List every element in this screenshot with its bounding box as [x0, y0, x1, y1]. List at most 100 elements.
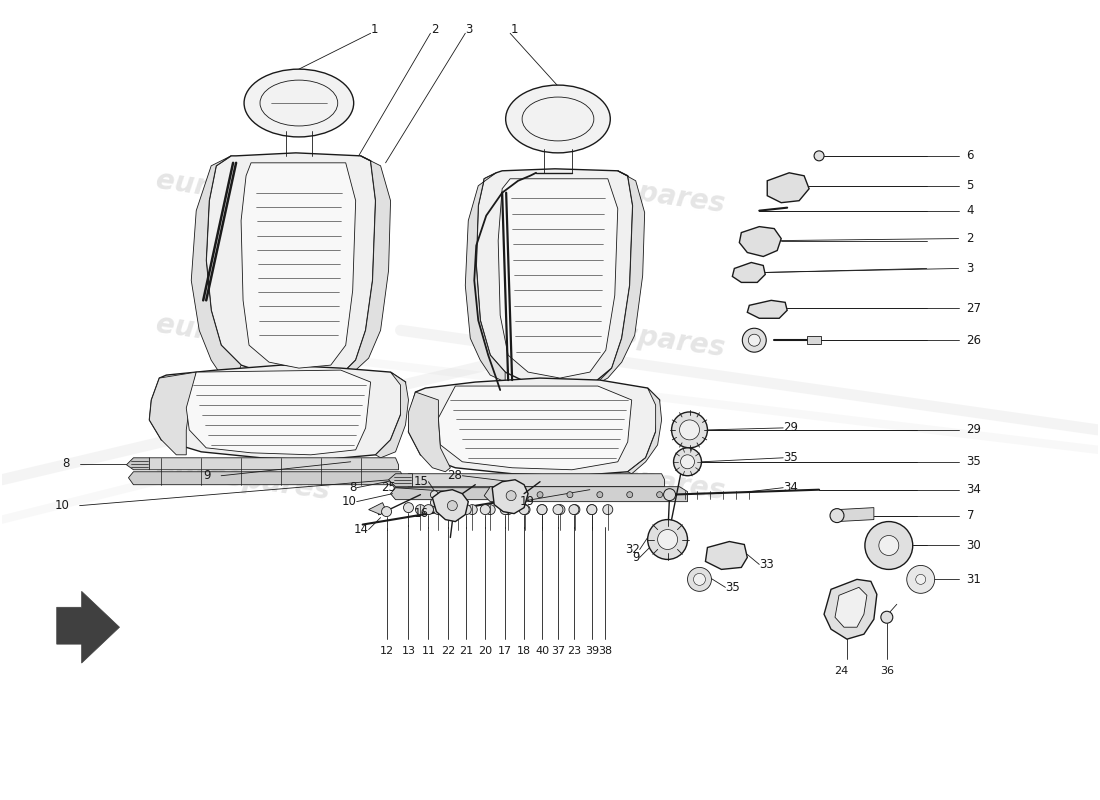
- Text: 9: 9: [204, 470, 211, 482]
- Text: 36: 36: [880, 666, 894, 676]
- Polygon shape: [767, 173, 810, 202]
- Circle shape: [915, 574, 926, 584]
- Polygon shape: [150, 372, 196, 455]
- Polygon shape: [144, 458, 398, 470]
- Polygon shape: [206, 153, 375, 380]
- Text: 34: 34: [783, 481, 799, 494]
- Text: 22: 22: [441, 646, 455, 656]
- Circle shape: [424, 505, 433, 514]
- Polygon shape: [835, 587, 867, 627]
- Text: 26: 26: [967, 334, 981, 346]
- Text: 17: 17: [498, 646, 513, 656]
- Polygon shape: [465, 173, 505, 382]
- Ellipse shape: [506, 85, 610, 153]
- Text: 35: 35: [725, 581, 740, 594]
- Text: 35: 35: [783, 451, 798, 464]
- Polygon shape: [733, 262, 766, 282]
- Text: 3: 3: [465, 22, 473, 36]
- Text: 23: 23: [566, 646, 581, 656]
- Polygon shape: [628, 388, 661, 474]
- Text: 28: 28: [448, 470, 462, 482]
- Text: 7: 7: [967, 509, 974, 522]
- Polygon shape: [498, 178, 618, 378]
- Circle shape: [553, 505, 563, 514]
- Polygon shape: [375, 372, 408, 458]
- Polygon shape: [57, 591, 120, 663]
- Text: 31: 31: [967, 573, 981, 586]
- Circle shape: [404, 502, 414, 513]
- Polygon shape: [408, 392, 450, 472]
- Text: 14: 14: [353, 523, 369, 536]
- Circle shape: [587, 505, 597, 514]
- Polygon shape: [408, 378, 660, 476]
- Circle shape: [865, 522, 913, 570]
- Ellipse shape: [244, 69, 354, 137]
- Circle shape: [443, 505, 453, 514]
- Text: eurospares: eurospares: [549, 310, 726, 362]
- Polygon shape: [368, 502, 386, 514]
- Circle shape: [672, 412, 707, 448]
- Text: 10: 10: [342, 495, 356, 508]
- Polygon shape: [432, 490, 469, 522]
- Circle shape: [748, 334, 760, 346]
- Text: 15: 15: [414, 475, 428, 488]
- Circle shape: [566, 492, 573, 498]
- Circle shape: [570, 505, 580, 514]
- Polygon shape: [595, 170, 645, 385]
- Text: 12: 12: [379, 646, 394, 656]
- Circle shape: [569, 505, 579, 514]
- Polygon shape: [747, 300, 788, 318]
- Text: 29: 29: [967, 423, 981, 436]
- Text: 34: 34: [967, 483, 981, 496]
- Circle shape: [485, 505, 495, 514]
- Text: eurospares: eurospares: [154, 310, 332, 362]
- Text: 13: 13: [402, 646, 416, 656]
- Polygon shape: [129, 472, 404, 485]
- Text: 16: 16: [414, 507, 428, 520]
- Text: 2: 2: [431, 22, 438, 36]
- Polygon shape: [404, 474, 664, 486]
- Text: 39: 39: [585, 646, 598, 656]
- Text: 27: 27: [967, 302, 981, 315]
- Polygon shape: [705, 542, 747, 570]
- Circle shape: [603, 505, 613, 514]
- Text: 9: 9: [632, 551, 640, 564]
- Text: 1: 1: [371, 22, 378, 36]
- Text: 10: 10: [55, 499, 69, 512]
- Polygon shape: [191, 156, 241, 380]
- Circle shape: [673, 448, 702, 476]
- Polygon shape: [150, 365, 406, 460]
- Circle shape: [881, 611, 893, 623]
- Text: 37: 37: [551, 646, 565, 656]
- Polygon shape: [739, 226, 781, 257]
- Text: eurospares: eurospares: [549, 166, 726, 218]
- Text: 8: 8: [350, 481, 356, 494]
- Text: 3: 3: [967, 262, 974, 275]
- Text: 2: 2: [967, 232, 974, 245]
- Circle shape: [680, 420, 700, 440]
- Text: 29: 29: [783, 422, 799, 434]
- Circle shape: [879, 535, 899, 555]
- Circle shape: [657, 492, 662, 498]
- Circle shape: [742, 328, 767, 352]
- Circle shape: [537, 505, 547, 514]
- Circle shape: [507, 492, 513, 498]
- Text: 11: 11: [421, 646, 436, 656]
- Text: eurospares: eurospares: [154, 454, 332, 506]
- Circle shape: [658, 530, 678, 550]
- Text: 24: 24: [834, 666, 848, 676]
- Circle shape: [461, 505, 471, 514]
- Polygon shape: [388, 474, 412, 486]
- Text: 21: 21: [459, 646, 473, 656]
- Text: eurospares: eurospares: [549, 454, 726, 506]
- Circle shape: [481, 505, 491, 514]
- Polygon shape: [126, 458, 150, 470]
- Text: 35: 35: [967, 455, 981, 468]
- Text: 4: 4: [967, 204, 974, 217]
- Polygon shape: [476, 169, 632, 388]
- Text: 5: 5: [967, 179, 974, 192]
- Text: 20: 20: [478, 646, 493, 656]
- Text: 1: 1: [510, 22, 518, 36]
- Circle shape: [382, 506, 392, 517]
- Circle shape: [681, 455, 694, 469]
